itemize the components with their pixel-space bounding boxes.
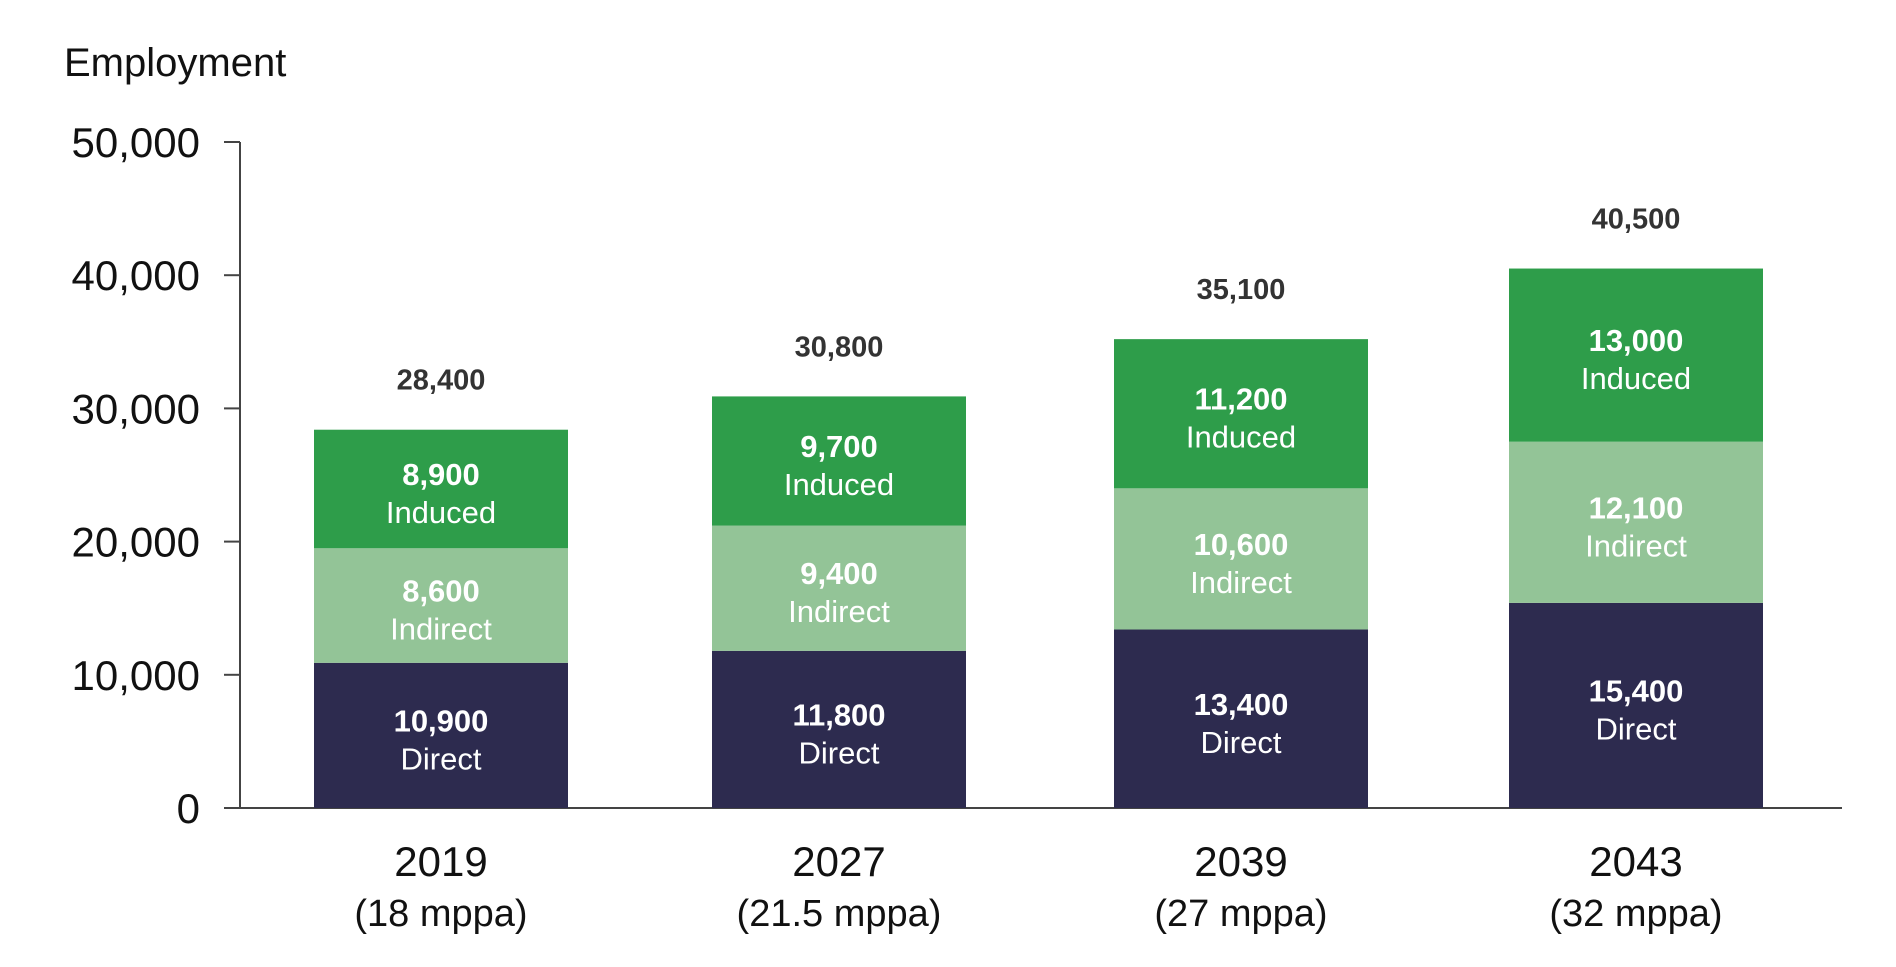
segment-series-label: Indirect	[1190, 565, 1292, 600]
x-category-label: 2043	[1589, 838, 1682, 885]
x-category-label: 2019	[394, 838, 487, 885]
y-tick-label: 50,000	[72, 119, 200, 166]
segment-series-label: Induced	[1581, 361, 1691, 396]
bars: 10,900Direct8,600Indirect8,900Induced28,…	[314, 204, 1763, 808]
bar-total-label: 28,400	[397, 365, 486, 397]
segment-value-label: 8,900	[402, 457, 480, 492]
segment-value-label: 9,400	[800, 556, 878, 591]
x-category-sublabel: (21.5 mppa)	[737, 893, 942, 935]
y-axis-title: Employment	[64, 41, 286, 85]
y-tick-label: 20,000	[72, 519, 200, 566]
segment-value-label: 10,900	[394, 703, 489, 738]
segment-value-label: 15,400	[1589, 673, 1684, 708]
y-tick-label: 40,000	[72, 252, 200, 299]
segment-value-label: 8,600	[402, 574, 480, 609]
x-category-sublabel: (18 mppa)	[354, 893, 527, 935]
segment-series-label: Direct	[1201, 725, 1282, 760]
segment-value-label: 12,100	[1589, 490, 1684, 525]
y-tick-label: 0	[177, 785, 200, 832]
segment-value-label: 9,700	[800, 429, 878, 464]
y-tick-label: 30,000	[72, 385, 200, 432]
segment-series-label: Direct	[401, 741, 482, 776]
segment-value-label: 10,600	[1194, 527, 1289, 562]
bar-total-label: 35,100	[1197, 274, 1286, 306]
segment-series-label: Direct	[799, 735, 880, 770]
segment-series-label: Indirect	[788, 594, 890, 629]
bar-total-label: 30,800	[795, 331, 884, 363]
segment-value-label: 13,400	[1194, 687, 1289, 722]
segment-value-label: 13,000	[1589, 323, 1684, 358]
x-category-label: 2039	[1194, 838, 1287, 885]
segment-series-label: Indirect	[1585, 528, 1687, 563]
segment-series-label: Direct	[1596, 711, 1677, 746]
bar-total-label: 40,500	[1592, 204, 1681, 236]
x-category-sublabel: (32 mppa)	[1549, 893, 1722, 935]
segment-value-label: 11,200	[1194, 382, 1287, 417]
segment-value-label: 11,800	[792, 697, 885, 732]
segment-series-label: Induced	[784, 467, 894, 502]
x-category-label: 2027	[792, 838, 885, 885]
segment-series-label: Induced	[1186, 420, 1296, 455]
x-axis-labels: 2019 (18 mppa) 2027 (21.5 mppa) 2039 (27 mppa…	[354, 838, 1722, 935]
x-category-sublabel: (27 mppa)	[1154, 893, 1327, 935]
segment-series-label: Induced	[386, 495, 496, 530]
segment-series-label: Indirect	[390, 612, 492, 647]
y-tick-label: 10,000	[72, 652, 200, 699]
